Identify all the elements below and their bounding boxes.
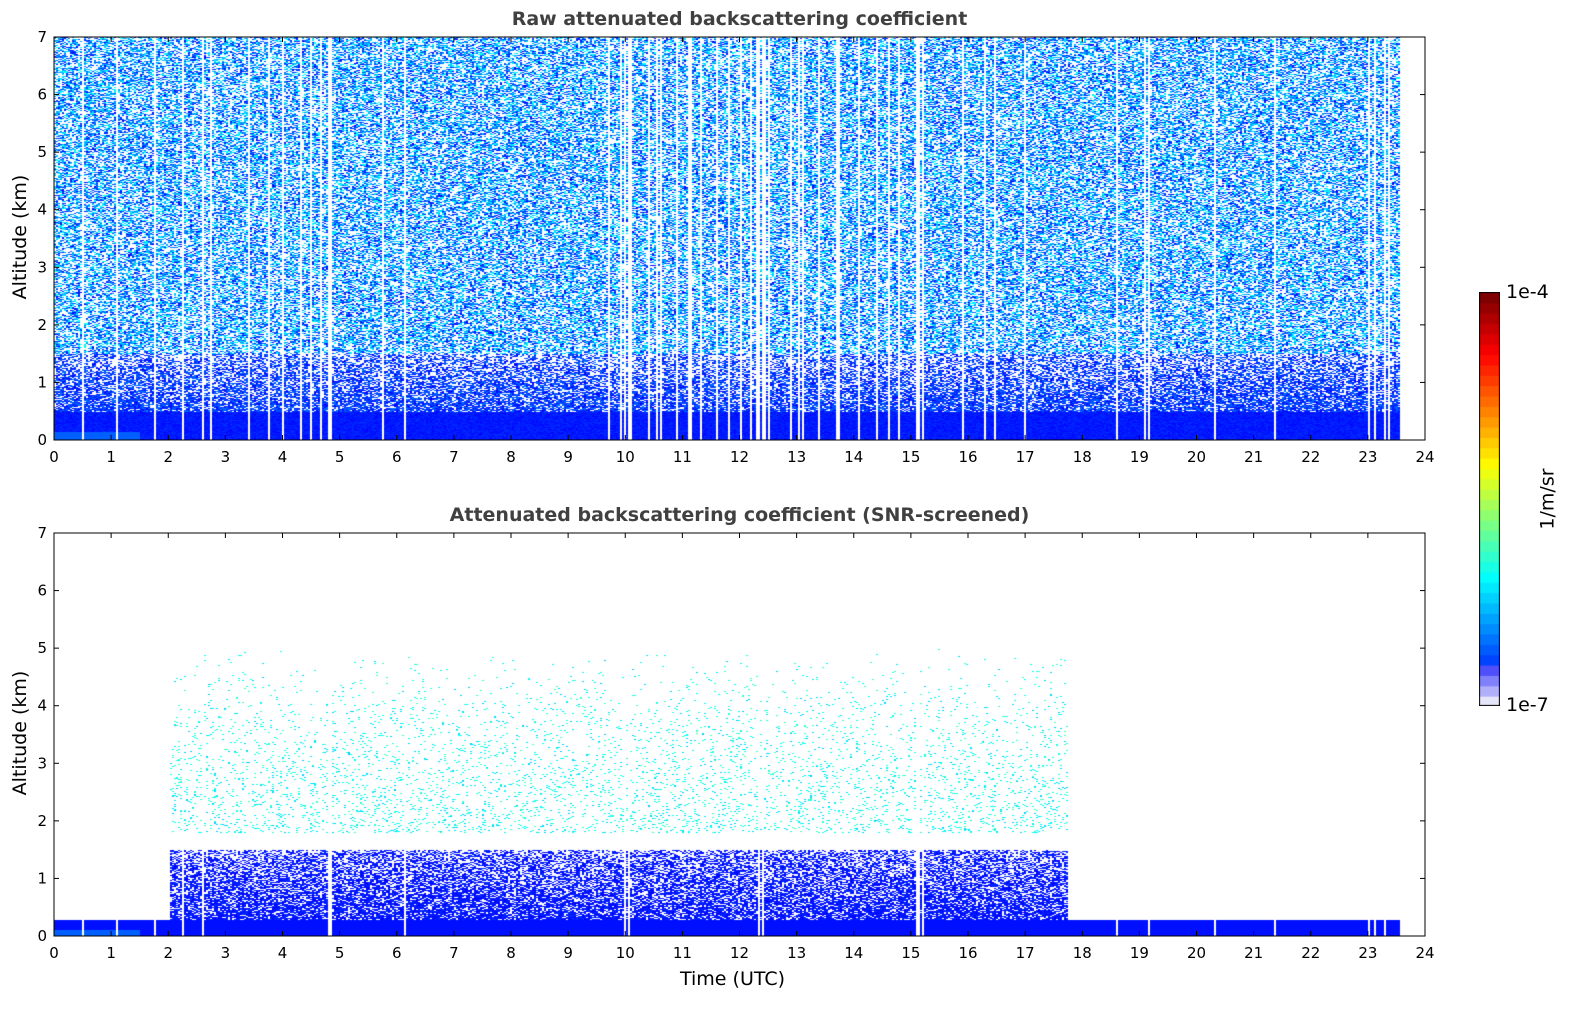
y-tick-label: 4 bbox=[37, 201, 47, 219]
x-tick-label: 8 bbox=[506, 944, 516, 962]
x-tick-label: 20 bbox=[1187, 944, 1206, 962]
x-tick-label: 12 bbox=[730, 448, 749, 466]
x-tick-label: 9 bbox=[563, 448, 573, 466]
y-tick-label: 2 bbox=[37, 812, 47, 830]
colorbar-max-label: 1e-4 bbox=[1506, 281, 1549, 303]
y-tick-label: 6 bbox=[37, 86, 47, 104]
x-tick-label: 16 bbox=[958, 944, 977, 962]
x-tick-label: 6 bbox=[392, 448, 402, 466]
colorbar-min-label: 1e-7 bbox=[1506, 694, 1549, 716]
x-tick-label: 18 bbox=[1073, 944, 1092, 962]
y-tick-label: 1 bbox=[37, 373, 47, 391]
x-tick-label: 3 bbox=[221, 944, 231, 962]
x-tick-label: 21 bbox=[1244, 944, 1263, 962]
x-tick-label: 23 bbox=[1358, 944, 1377, 962]
plot-frame bbox=[53, 532, 1426, 937]
x-tick-label: 3 bbox=[221, 448, 231, 466]
heatmap-raw bbox=[54, 37, 1425, 440]
x-tick-label: 23 bbox=[1358, 448, 1377, 466]
x-tick-label: 20 bbox=[1187, 448, 1206, 466]
y-tick-label: 1 bbox=[37, 869, 47, 887]
x-tick-label: 5 bbox=[335, 944, 345, 962]
x-tick-label: 24 bbox=[1415, 944, 1434, 962]
x-tick-label: 21 bbox=[1244, 448, 1263, 466]
x-axis-label: Time (UTC) bbox=[680, 968, 786, 990]
y-tick-label: 3 bbox=[37, 754, 47, 772]
x-tick-label: 2 bbox=[163, 944, 173, 962]
x-tick-label: 14 bbox=[844, 448, 863, 466]
x-tick-label: 2 bbox=[163, 448, 173, 466]
x-tick-label: 0 bbox=[49, 448, 59, 466]
x-tick-label: 17 bbox=[1016, 448, 1035, 466]
x-tick-label: 17 bbox=[1016, 944, 1035, 962]
plot-frame bbox=[53, 36, 1426, 441]
y-tick-label: 0 bbox=[37, 431, 47, 449]
x-tick-label: 12 bbox=[730, 944, 749, 962]
x-tick-label: 6 bbox=[392, 944, 402, 962]
x-tick-label: 1 bbox=[106, 944, 116, 962]
y-tick-label: 7 bbox=[37, 524, 47, 542]
x-tick-label: 9 bbox=[563, 944, 573, 962]
y-tick-label: 5 bbox=[37, 143, 47, 161]
x-tick-label: 15 bbox=[901, 448, 920, 466]
x-tick-label: 24 bbox=[1415, 448, 1434, 466]
y-tick-label: 2 bbox=[37, 316, 47, 334]
chart-title-raw: Raw attenuated backscattering coefficien… bbox=[511, 8, 968, 30]
chart-title-screened: Attenuated backscattering coefficient (S… bbox=[449, 504, 1030, 526]
x-tick-label: 15 bbox=[901, 944, 920, 962]
x-tick-label: 13 bbox=[787, 944, 806, 962]
colorbar bbox=[1479, 292, 1500, 706]
x-tick-label: 19 bbox=[1130, 944, 1149, 962]
colorbar-unit-label: 1/m/sr bbox=[1536, 468, 1559, 530]
x-tick-label: 4 bbox=[278, 944, 288, 962]
x-tick-label: 13 bbox=[787, 448, 806, 466]
y-tick-label: 3 bbox=[37, 258, 47, 276]
y-tick-label: 7 bbox=[37, 28, 47, 46]
x-tick-label: 22 bbox=[1301, 944, 1320, 962]
heatmap-screened bbox=[54, 533, 1425, 936]
x-tick-label: 10 bbox=[616, 448, 635, 466]
x-tick-label: 5 bbox=[335, 448, 345, 466]
y-tick-label: 0 bbox=[37, 927, 47, 945]
x-tick-label: 11 bbox=[673, 944, 692, 962]
y-tick-label: 5 bbox=[37, 639, 47, 657]
x-tick-label: 4 bbox=[278, 448, 288, 466]
y-tick-label: 4 bbox=[37, 697, 47, 715]
y-tick-label: 6 bbox=[37, 582, 47, 600]
x-tick-label: 1 bbox=[106, 448, 116, 466]
x-tick-label: 14 bbox=[844, 944, 863, 962]
x-tick-label: 8 bbox=[506, 448, 516, 466]
x-tick-label: 22 bbox=[1301, 448, 1320, 466]
x-tick-label: 0 bbox=[49, 944, 59, 962]
x-tick-label: 18 bbox=[1073, 448, 1092, 466]
x-tick-label: 7 bbox=[449, 944, 459, 962]
x-tick-label: 19 bbox=[1130, 448, 1149, 466]
x-tick-label: 10 bbox=[616, 944, 635, 962]
x-tick-label: 7 bbox=[449, 448, 459, 466]
x-tick-label: 16 bbox=[958, 448, 977, 466]
x-tick-label: 11 bbox=[673, 448, 692, 466]
